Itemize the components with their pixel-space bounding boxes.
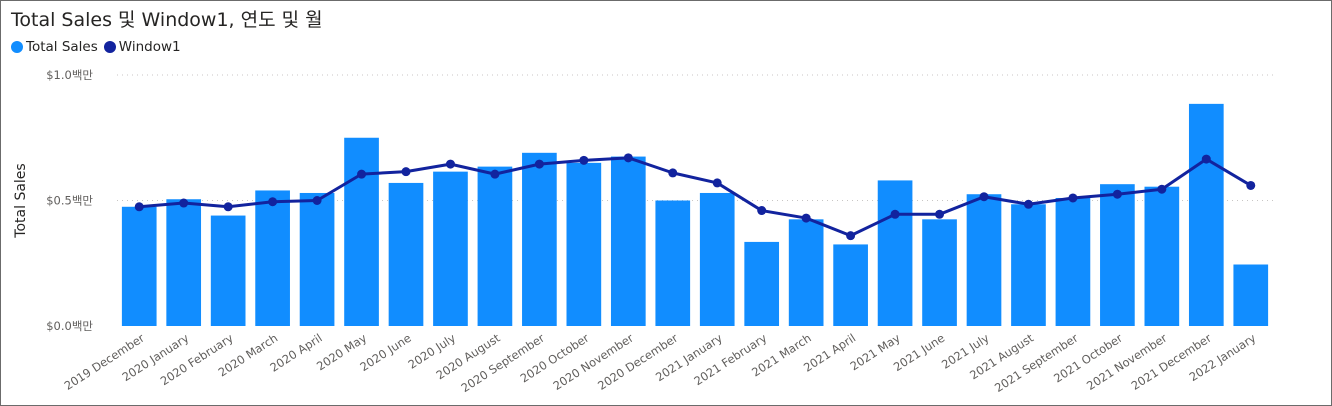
line-point — [935, 209, 945, 219]
line-point — [179, 198, 189, 208]
legend: Total Sales Window1 — [11, 39, 187, 55]
legend-marker-total-sales — [11, 41, 23, 53]
bar — [477, 166, 513, 326]
bar — [788, 219, 824, 326]
bar — [210, 215, 246, 326]
line-point — [401, 167, 411, 177]
bar — [655, 200, 691, 326]
bar — [744, 241, 780, 326]
bar — [433, 171, 468, 326]
bar — [610, 156, 646, 326]
line-point — [1068, 193, 1078, 203]
bar — [966, 194, 1002, 326]
bar — [1233, 264, 1269, 326]
legend-label-window1: Window1 — [118, 39, 181, 55]
chart-title: Total Sales 및 Window1, 연도 및 월 — [11, 9, 323, 31]
line-point — [1201, 154, 1211, 164]
line-point — [846, 231, 856, 241]
line-point — [801, 213, 811, 223]
bar — [166, 199, 202, 326]
series-line-window1 — [139, 156, 1252, 238]
y-tick-label: $0.0백만 — [46, 319, 93, 333]
bar — [566, 162, 602, 326]
x-tick-label: 2021 June — [891, 331, 947, 374]
line-point — [1112, 189, 1122, 199]
legend-item-total-sales[interactable]: Total Sales — [11, 39, 98, 55]
line-point — [1023, 199, 1033, 209]
y-tick-label: $1.0백만 — [46, 68, 93, 82]
bar — [1188, 103, 1224, 327]
bar — [522, 152, 557, 326]
bar — [121, 206, 157, 326]
x-tick-label: 2020 June — [357, 331, 413, 374]
line-point — [623, 153, 633, 163]
line-point — [1157, 184, 1167, 194]
legend-label-total-sales: Total Sales — [26, 39, 98, 55]
bar — [1055, 197, 1091, 326]
line-point — [534, 159, 544, 169]
line-point — [490, 169, 500, 179]
bar — [877, 180, 913, 326]
bar — [1011, 204, 1046, 326]
y-axis-title: Total Sales — [13, 163, 29, 238]
line-point — [579, 155, 589, 165]
bar — [1144, 186, 1180, 326]
line-point — [890, 209, 900, 219]
line-point — [1246, 180, 1256, 190]
y-tick-label: $0.5백만 — [46, 194, 93, 208]
line-point — [223, 202, 233, 212]
legend-item-window1[interactable]: Window1 — [103, 39, 181, 55]
line-point — [445, 159, 455, 169]
line-point — [757, 206, 767, 216]
line-point — [712, 178, 722, 188]
line-point — [312, 196, 322, 205]
bar — [255, 190, 290, 326]
legend-marker-window1 — [103, 41, 116, 53]
bar — [299, 192, 335, 326]
line-point — [357, 169, 367, 179]
line-point — [979, 192, 989, 202]
bar — [344, 137, 379, 326]
line-point — [134, 202, 144, 212]
line-point — [268, 197, 278, 207]
line-point — [668, 168, 678, 178]
bar — [922, 219, 957, 326]
bar — [388, 182, 424, 326]
bar — [1100, 184, 1135, 326]
bar — [833, 244, 868, 326]
bar — [699, 192, 735, 326]
